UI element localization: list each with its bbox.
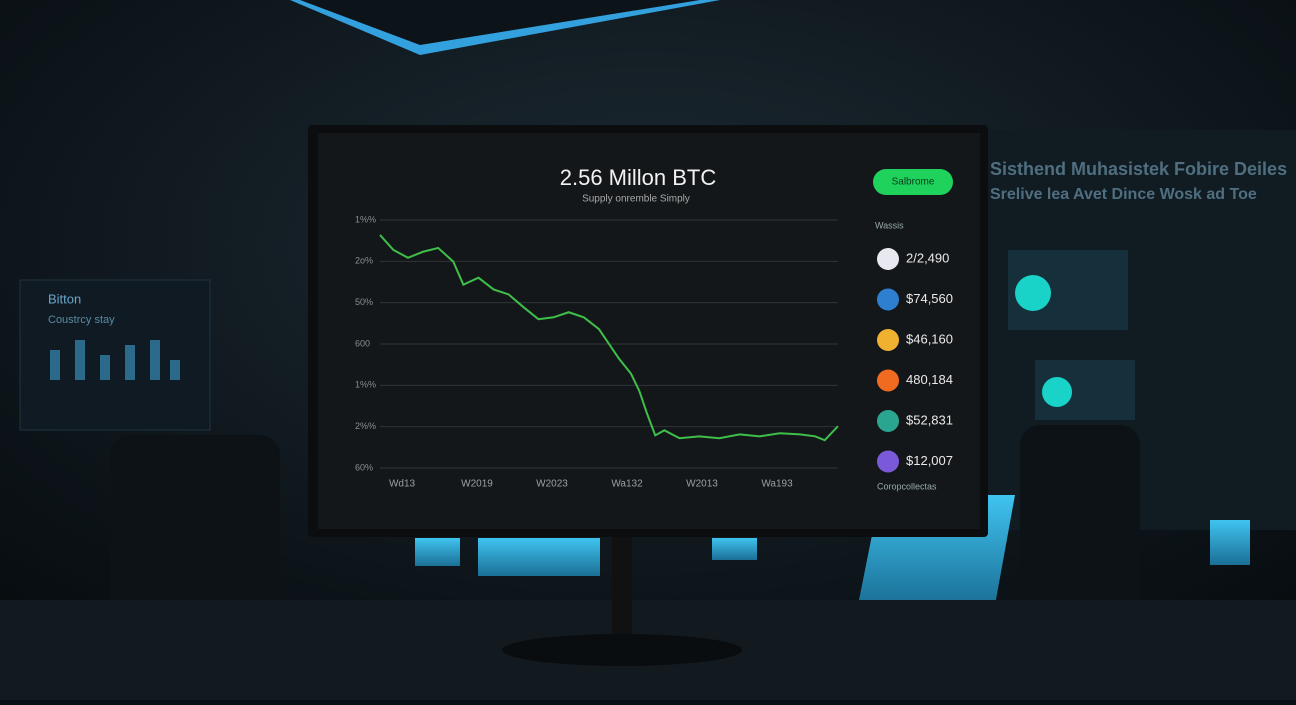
list-footer: Coropcollectas bbox=[877, 481, 937, 491]
y-tick-label: 2o% bbox=[355, 256, 373, 266]
y-tick-label: 60% bbox=[355, 462, 373, 472]
x-tick-label: Wa193 bbox=[761, 479, 793, 490]
laptop bbox=[1210, 520, 1250, 565]
asset-value: $74,560 bbox=[906, 291, 953, 306]
asset-icon bbox=[877, 410, 899, 432]
asset-icon bbox=[877, 248, 899, 270]
laptop bbox=[478, 538, 600, 576]
x-tick-label: W2019 bbox=[461, 479, 493, 490]
asset-value: $52,831 bbox=[906, 412, 953, 427]
ceiling bbox=[300, 0, 700, 45]
wall-dot bbox=[1042, 377, 1072, 407]
side-subtitle: Coustrcy stay bbox=[48, 314, 115, 326]
side-title: Bitton bbox=[48, 291, 81, 306]
y-tick-label: 600 bbox=[355, 338, 370, 348]
monitor-stand bbox=[612, 535, 632, 635]
asset-value: 480,184 bbox=[906, 372, 953, 387]
asset-icon bbox=[877, 450, 899, 473]
asset-icon bbox=[877, 288, 899, 311]
x-tick-label: Wa132 bbox=[611, 479, 643, 490]
screen-subtitle: Supply onremble Simply bbox=[582, 194, 690, 205]
asset-value: $46,160 bbox=[906, 331, 953, 346]
laptop bbox=[415, 538, 460, 566]
asset-value: 2/2,490 bbox=[906, 250, 949, 265]
wall-dot bbox=[1015, 275, 1051, 311]
button-label[interactable]: Salbrome bbox=[892, 177, 935, 188]
list-header: Wassis bbox=[875, 220, 904, 230]
screen-title: 2.56 Millon BTC bbox=[560, 165, 717, 190]
y-tick-label: 50% bbox=[355, 297, 373, 307]
y-tick-label: 1%% bbox=[355, 380, 376, 390]
price-line bbox=[379, 234, 839, 442]
wall-sub: Srelive lea Avet Dince Wosk ad Toe bbox=[990, 186, 1257, 203]
asset-icon bbox=[877, 329, 899, 351]
laptop bbox=[712, 538, 757, 560]
wall-header: Sisthend Muhasistek Fobire Deiles bbox=[990, 159, 1287, 179]
x-tick-label: W2023 bbox=[536, 479, 568, 490]
x-tick-label: W2013 bbox=[686, 479, 718, 490]
asset-icon bbox=[877, 369, 899, 392]
y-tick-label: 2%% bbox=[355, 421, 376, 431]
action-button[interactable] bbox=[873, 169, 953, 195]
side-bars bbox=[50, 340, 180, 380]
x-tick-label: Wd13 bbox=[389, 479, 416, 490]
y-tick-label: 1%% bbox=[355, 214, 376, 224]
monitor-base bbox=[502, 634, 742, 666]
asset-value: $12,007 bbox=[906, 453, 953, 468]
monitor-screen bbox=[318, 133, 980, 529]
